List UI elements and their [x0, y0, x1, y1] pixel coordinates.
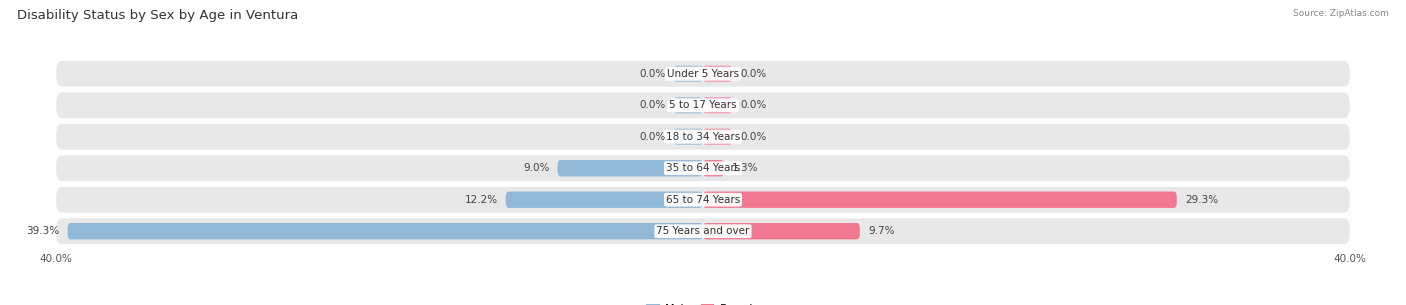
Text: 35 to 64 Years: 35 to 64 Years: [666, 163, 740, 173]
FancyBboxPatch shape: [703, 66, 733, 82]
Text: 1.3%: 1.3%: [733, 163, 759, 173]
FancyBboxPatch shape: [673, 66, 703, 82]
FancyBboxPatch shape: [558, 160, 703, 176]
Text: 0.0%: 0.0%: [640, 132, 666, 142]
Text: 29.3%: 29.3%: [1185, 195, 1218, 205]
Text: 9.0%: 9.0%: [523, 163, 550, 173]
FancyBboxPatch shape: [56, 92, 1350, 118]
Text: 0.0%: 0.0%: [740, 69, 766, 79]
Text: 0.0%: 0.0%: [640, 69, 666, 79]
FancyBboxPatch shape: [56, 155, 1350, 181]
Text: 18 to 34 Years: 18 to 34 Years: [666, 132, 740, 142]
Text: 39.3%: 39.3%: [27, 226, 59, 236]
FancyBboxPatch shape: [703, 223, 860, 239]
Text: 0.0%: 0.0%: [640, 100, 666, 110]
FancyBboxPatch shape: [673, 97, 703, 113]
FancyBboxPatch shape: [703, 192, 1177, 208]
Text: Under 5 Years: Under 5 Years: [666, 69, 740, 79]
Text: 12.2%: 12.2%: [464, 195, 498, 205]
Text: 0.0%: 0.0%: [740, 132, 766, 142]
FancyBboxPatch shape: [673, 129, 703, 145]
Text: 65 to 74 Years: 65 to 74 Years: [666, 195, 740, 205]
FancyBboxPatch shape: [67, 223, 703, 239]
FancyBboxPatch shape: [703, 160, 724, 176]
Legend: Male, Female: Male, Female: [641, 300, 765, 305]
Text: 75 Years and over: 75 Years and over: [657, 226, 749, 236]
Text: 9.7%: 9.7%: [868, 226, 894, 236]
FancyBboxPatch shape: [56, 187, 1350, 213]
FancyBboxPatch shape: [56, 218, 1350, 244]
FancyBboxPatch shape: [56, 124, 1350, 150]
Text: 0.0%: 0.0%: [740, 100, 766, 110]
FancyBboxPatch shape: [56, 61, 1350, 87]
Text: Disability Status by Sex by Age in Ventura: Disability Status by Sex by Age in Ventu…: [17, 9, 298, 22]
FancyBboxPatch shape: [703, 129, 733, 145]
Text: 5 to 17 Years: 5 to 17 Years: [669, 100, 737, 110]
FancyBboxPatch shape: [506, 192, 703, 208]
Text: Source: ZipAtlas.com: Source: ZipAtlas.com: [1294, 9, 1389, 18]
FancyBboxPatch shape: [703, 97, 733, 113]
